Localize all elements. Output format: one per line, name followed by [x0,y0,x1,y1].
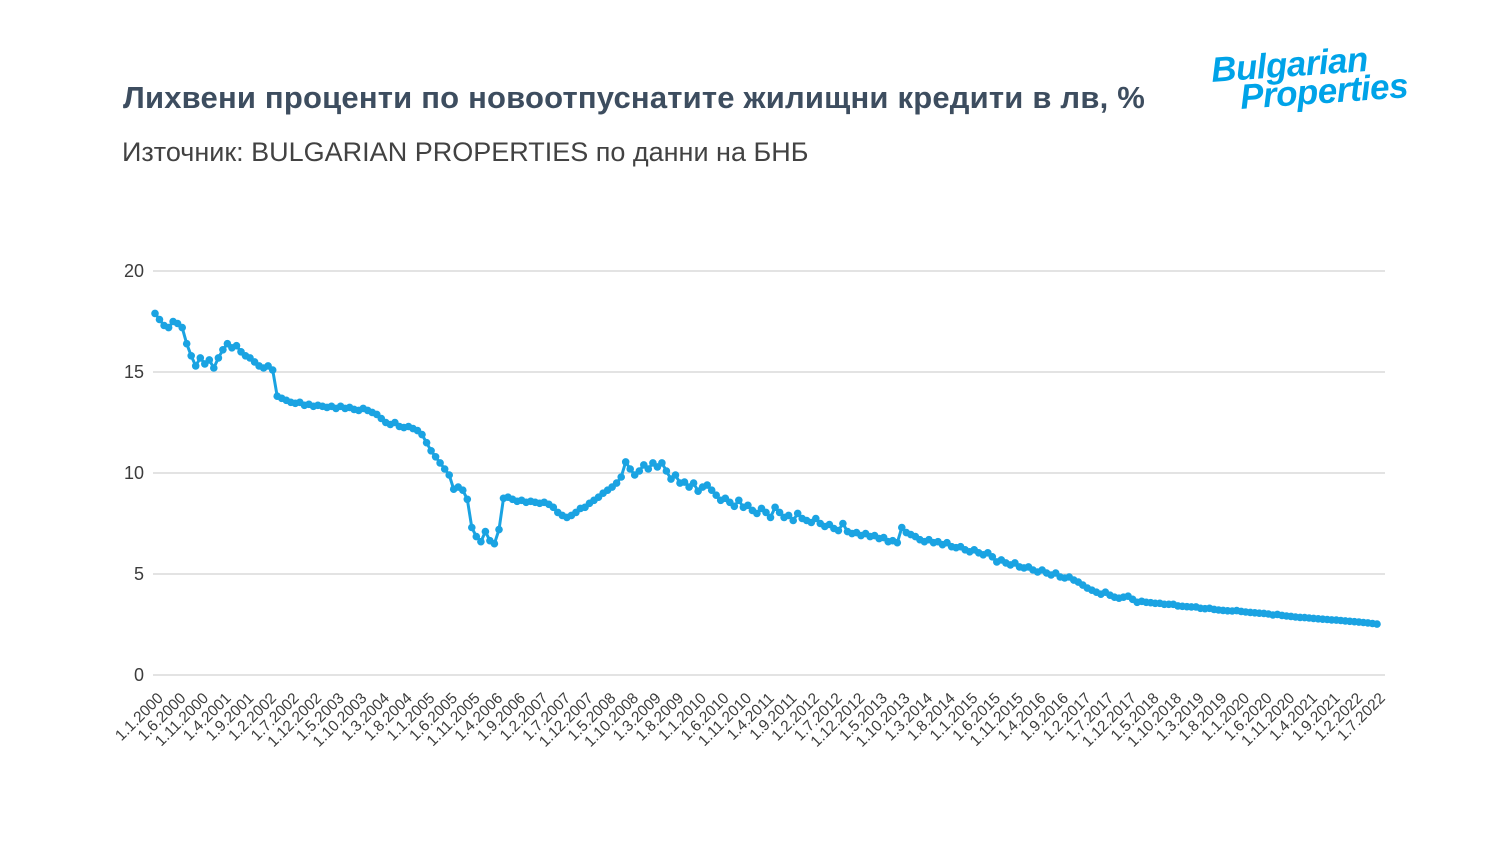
data-point [784,511,793,520]
data-point [735,496,743,505]
data-point [490,539,499,548]
data-point [762,508,770,517]
data-point [1373,620,1381,628]
data-point [839,519,847,528]
data-point [427,447,435,455]
data-point [626,465,634,473]
data-point [187,352,195,360]
data-point [988,553,997,561]
data-point [812,514,820,523]
data-point [422,438,431,447]
data-point [219,346,227,354]
chart-source-subtitle: Източник: BULGARIAN PROPERTIES по данни … [122,137,809,167]
data-point [775,508,784,517]
data-point [459,486,467,495]
data-point [182,339,191,348]
data-point [418,430,426,439]
data-point [712,491,720,500]
y-tick-label: 0 [134,665,144,685]
data-point [789,516,797,525]
y-tick-label: 5 [134,564,144,584]
data-point [151,309,159,318]
data-point [232,341,241,350]
data-point [178,323,186,332]
data-point [898,523,906,532]
data-point [771,503,779,512]
data-point [621,458,630,466]
data-point [191,362,200,370]
data-point [481,527,490,536]
data-point [445,471,454,479]
data-point [463,495,472,504]
line-series [153,311,1379,626]
data-point [834,526,843,535]
data-point [658,459,666,467]
data-point [680,478,689,486]
data-point [164,323,173,332]
data-point [210,364,218,372]
bulgarian-properties-logo: Bulgarian Properties [1210,40,1410,117]
data-point [436,459,444,467]
data-point [707,486,716,495]
data-point [431,453,440,461]
data-point [155,315,164,324]
data-point [468,523,476,532]
data-point [753,509,761,518]
data-point [635,467,644,475]
data-point [793,509,802,518]
data-point [477,537,485,546]
y-tick-label: 10 [124,463,144,483]
data-point [549,503,558,512]
data-point [495,525,503,534]
data-point [893,538,902,547]
data-point [268,366,277,374]
data-point [214,354,223,362]
page-title: Лихвени проценти по новоотпуснатите жили… [123,80,1145,115]
data-point [766,513,775,522]
data-point [472,532,481,541]
logo-line-2: Properties [1238,65,1410,117]
data-point [196,354,205,362]
data-point [617,473,625,481]
data-point [205,356,214,364]
y-tick-label: 15 [124,362,144,382]
data-point [612,479,621,487]
data-point [730,502,739,511]
data-point [644,465,653,473]
data-point [671,471,680,479]
data-point [440,465,449,473]
data-point [662,467,671,475]
data-point [689,479,698,487]
data-point [703,481,711,489]
data-point [744,501,752,510]
y-tick-label: 20 [124,261,144,281]
